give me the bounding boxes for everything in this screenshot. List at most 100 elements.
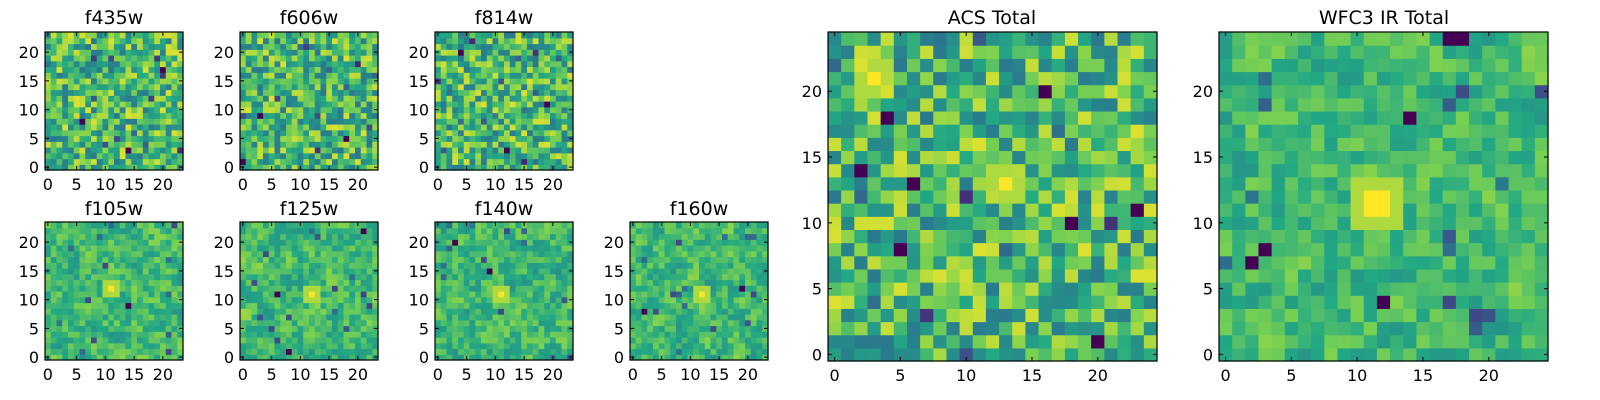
heatmap-cell <box>297 83 304 91</box>
heatmap-cell <box>739 342 746 350</box>
heatmap-cell <box>452 66 459 73</box>
heatmap-cell <box>985 71 1000 86</box>
heatmap-cell <box>933 97 948 112</box>
heatmap-cell <box>653 314 660 321</box>
heatmap-cell <box>750 239 758 246</box>
heatmap-cell <box>440 49 448 56</box>
heatmap-cell <box>699 268 706 275</box>
heatmap-cell <box>475 325 482 332</box>
heatmap-cell <box>257 118 264 125</box>
heatmap-cell <box>160 124 167 131</box>
heatmap-cell <box>114 37 121 45</box>
heatmap-cell <box>854 347 869 362</box>
heatmap-cell <box>841 242 855 257</box>
heatmap-cell <box>45 285 52 292</box>
heatmap-cell <box>481 49 488 56</box>
heatmap-cell <box>1376 321 1391 336</box>
heatmap-cell <box>309 118 316 125</box>
heatmap-cell <box>148 291 155 298</box>
heatmap-cell <box>509 245 517 252</box>
y-tick-label: 5 <box>419 319 429 338</box>
heatmap-cell <box>125 279 132 286</box>
heatmap-cell <box>693 348 700 355</box>
heatmap-cell <box>739 319 746 327</box>
heatmap-cell <box>263 124 270 131</box>
heatmap-cell <box>45 152 52 160</box>
heatmap-cell <box>515 296 522 304</box>
heatmap-cell <box>171 135 178 142</box>
heatmap-cell <box>286 60 293 68</box>
heatmap-cell <box>79 222 86 229</box>
heatmap-cell <box>73 262 81 269</box>
heatmap-cell <box>658 319 666 327</box>
heatmap-cell <box>985 268 1000 283</box>
heatmap-cell <box>515 239 522 246</box>
heatmap-cell <box>658 262 666 269</box>
heatmap-cell <box>119 256 127 263</box>
heatmap-cell <box>332 268 339 275</box>
heatmap-cell <box>999 124 1013 138</box>
heatmap-cell <box>538 89 545 96</box>
heatmap-cell <box>251 262 258 269</box>
heatmap-cell <box>131 325 138 332</box>
heatmap-cell <box>171 106 178 114</box>
heatmap-cell <box>45 101 52 108</box>
heatmap-cell <box>85 331 92 338</box>
heatmap-cell <box>154 245 161 252</box>
heatmap-cell <box>635 302 643 309</box>
heatmap-cell <box>722 314 729 321</box>
heatmap-cell <box>137 37 144 45</box>
heatmap-cell <box>475 72 482 79</box>
heatmap-cell <box>475 101 482 108</box>
heatmap-cell <box>268 118 276 125</box>
heatmap-cell <box>257 43 264 50</box>
heatmap-cell <box>527 337 534 344</box>
heatmap-cell <box>498 158 505 165</box>
heatmap-cell <box>148 78 155 85</box>
y-tick-label: 15 <box>409 262 429 281</box>
heatmap-cell <box>999 242 1013 257</box>
heatmap-cell <box>263 262 270 269</box>
heatmap-cell <box>561 273 568 281</box>
heatmap-cell <box>658 250 666 258</box>
heatmap-cell <box>750 302 758 309</box>
heatmap-cell <box>469 250 476 258</box>
heatmap-cell <box>280 273 287 281</box>
heatmap-cell <box>245 354 253 361</box>
heatmap-cell <box>446 141 453 148</box>
heatmap-cell <box>946 295 961 309</box>
heatmap-cell <box>515 273 522 281</box>
heatmap-cell <box>681 291 689 298</box>
heatmap-cell <box>1051 150 1066 165</box>
heatmap-cell <box>160 262 167 269</box>
heatmap-cell <box>463 78 471 85</box>
heatmap-cell <box>544 112 551 119</box>
heatmap-cell <box>91 83 98 91</box>
heatmap-cell <box>45 308 52 315</box>
heatmap-cell <box>435 302 442 309</box>
heatmap-cell <box>515 250 522 258</box>
heatmap-cell <box>504 135 511 142</box>
heatmap-cell <box>561 308 568 315</box>
heatmap-cell <box>458 279 465 286</box>
heatmap-cell <box>332 135 339 142</box>
heatmap-cell <box>567 319 574 327</box>
heatmap-cell <box>240 250 247 258</box>
heatmap-cell <box>125 95 132 102</box>
heatmap-cell <box>96 337 104 344</box>
heatmap-cell <box>303 262 310 269</box>
heatmap-cell <box>710 256 717 263</box>
heatmap-cell <box>756 250 763 258</box>
heatmap-cell <box>96 152 104 160</box>
heatmap-cell <box>142 158 150 165</box>
heatmap-cell <box>1025 163 1040 178</box>
heatmap-cell <box>245 147 253 154</box>
heatmap-cell <box>555 112 563 119</box>
heatmap-cell <box>102 337 109 344</box>
heatmap-cell <box>102 72 109 79</box>
heatmap-cell <box>257 348 264 355</box>
heatmap-cell <box>56 112 63 119</box>
heatmap-cell <box>1038 295 1053 309</box>
heatmap-cell <box>337 348 345 355</box>
heatmap-cell <box>137 95 144 102</box>
